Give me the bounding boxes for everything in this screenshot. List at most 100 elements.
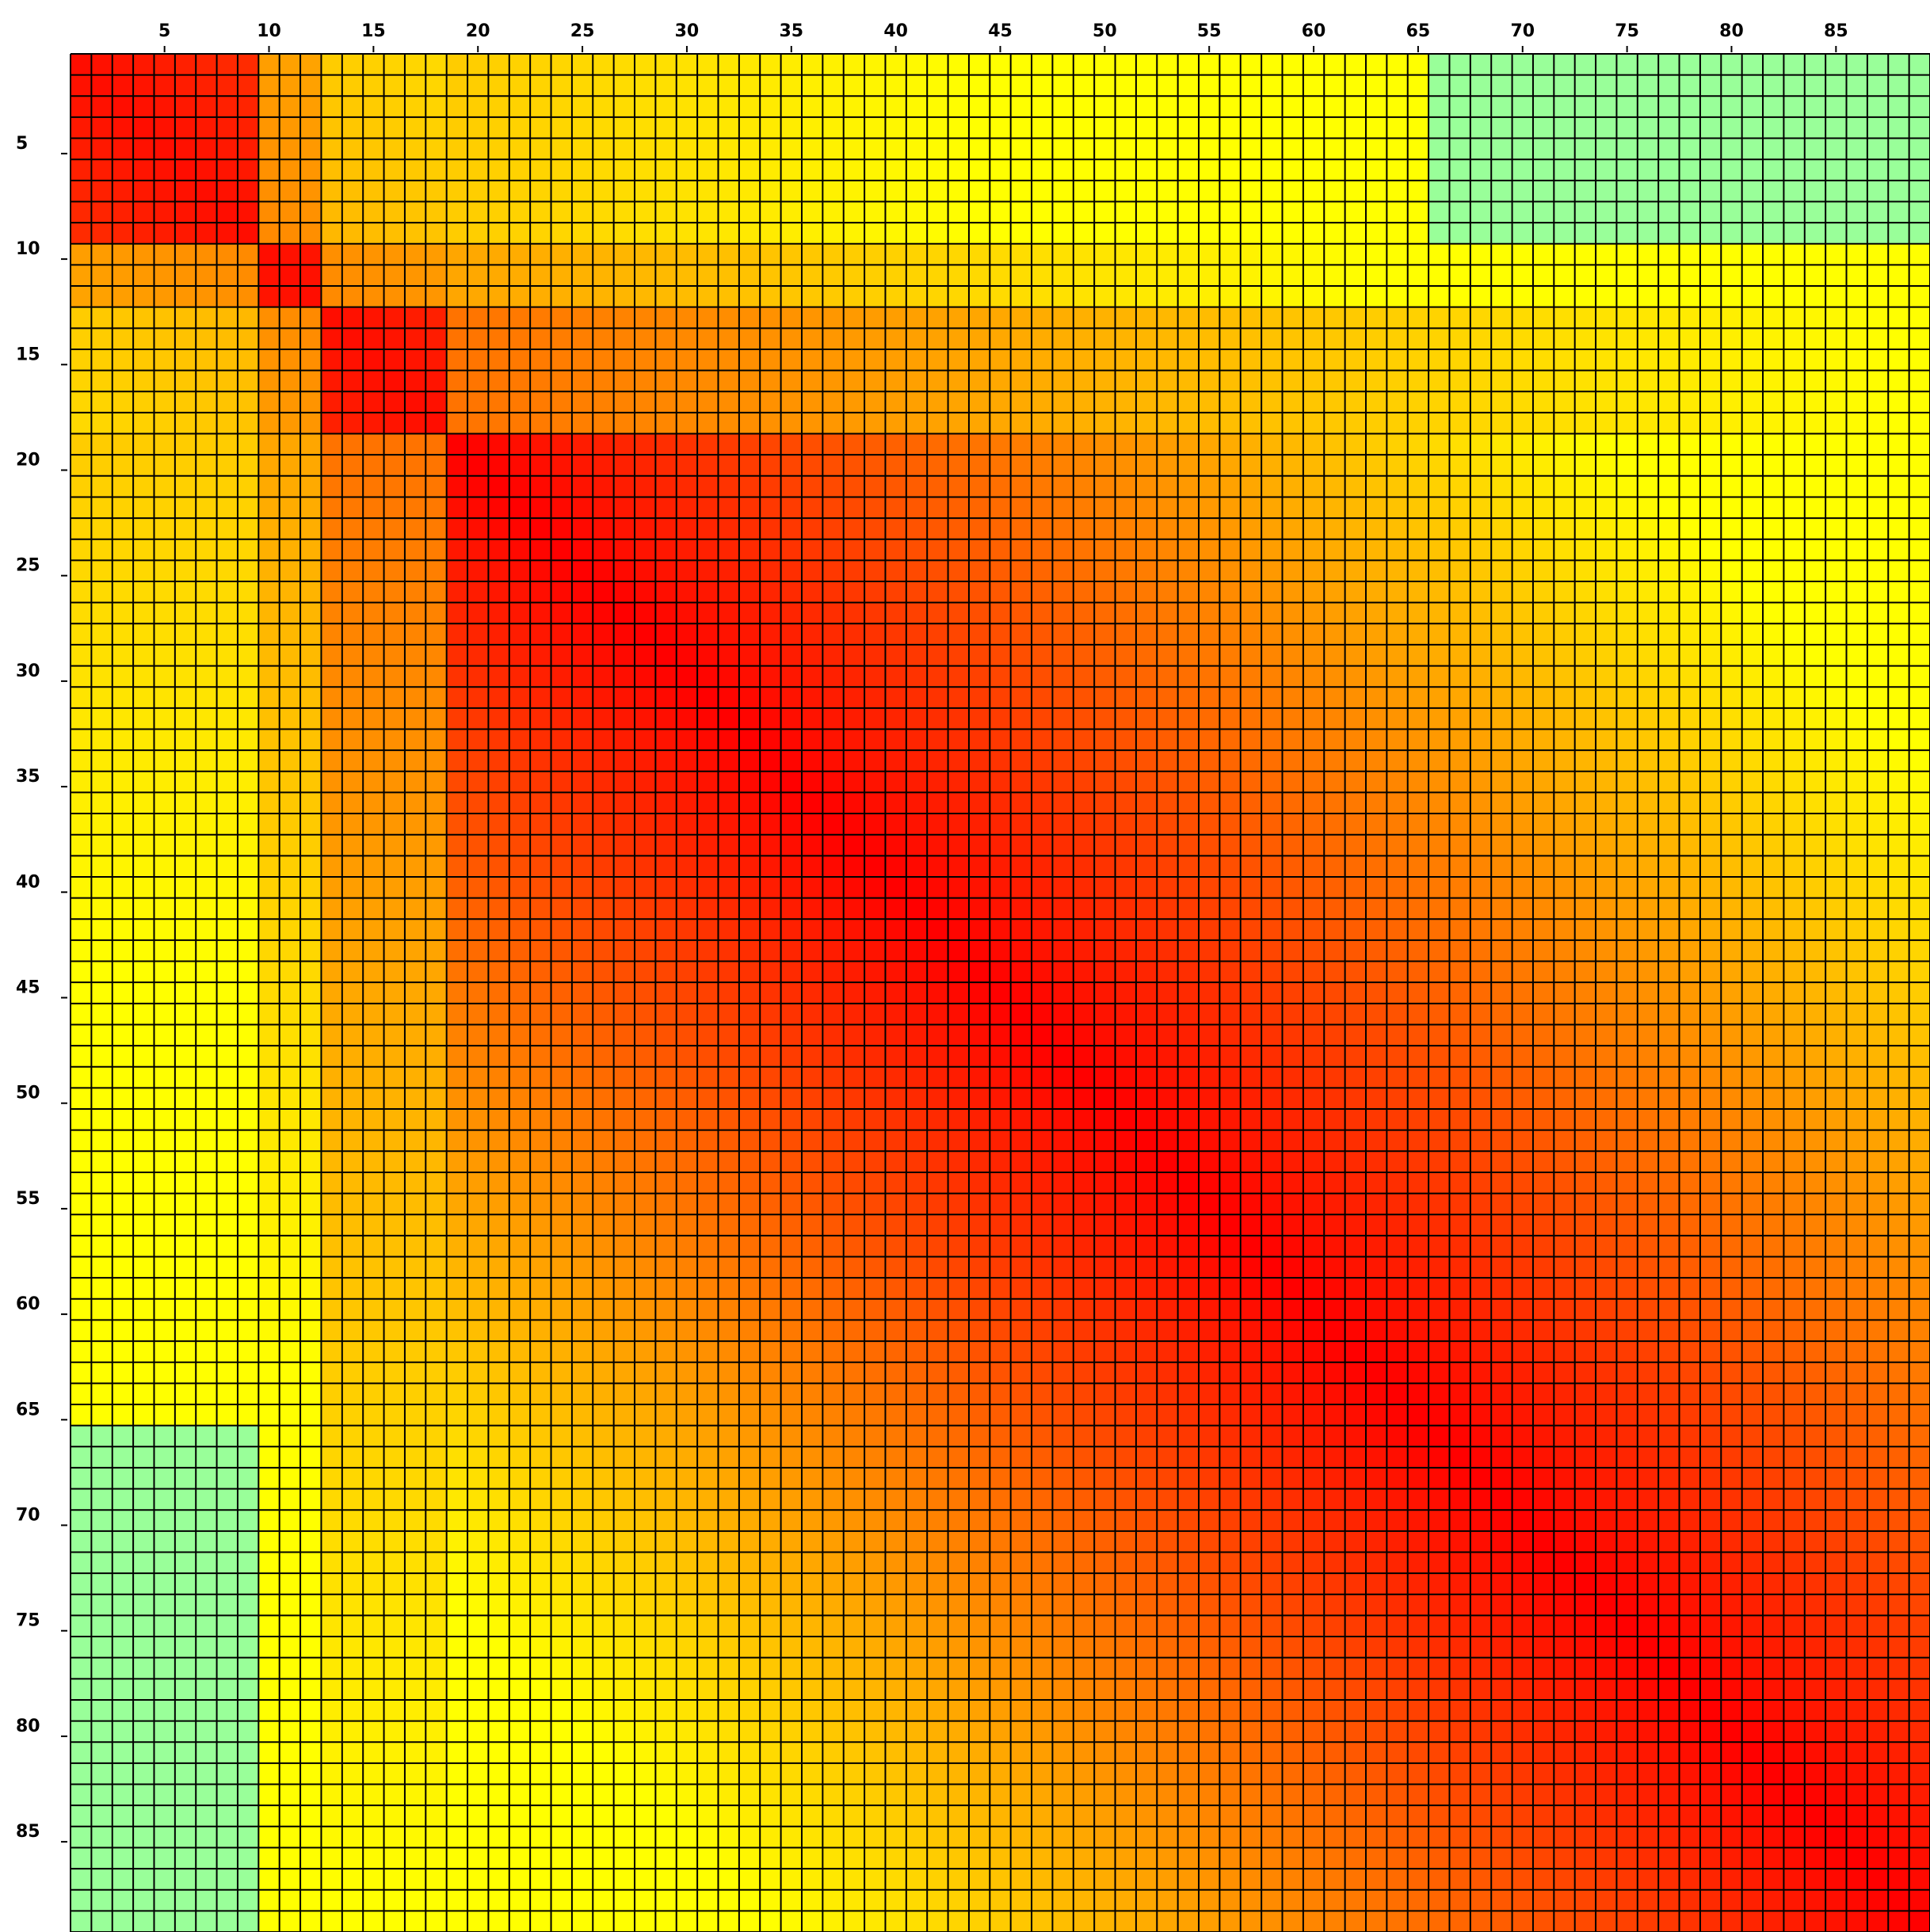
heatmap-cell — [1699, 307, 1722, 329]
heatmap-cell — [1407, 602, 1429, 624]
heatmap-cell — [300, 834, 322, 856]
heatmap-cell — [760, 475, 782, 497]
heatmap-cell — [948, 897, 970, 920]
heatmap-cell — [1135, 1151, 1158, 1173]
heatmap-cell — [864, 665, 886, 688]
heatmap-cell — [1470, 54, 1492, 76]
heatmap-cell — [112, 1046, 134, 1068]
heatmap-cell — [1240, 560, 1262, 582]
heatmap-cell — [1679, 391, 1701, 413]
heatmap-cell — [1867, 1193, 1889, 1215]
heatmap-cell — [1470, 897, 1492, 920]
heatmap-cell — [154, 475, 176, 497]
heatmap-cell — [1199, 1066, 1220, 1088]
heatmap-cell — [1574, 1130, 1596, 1152]
heatmap-cell — [237, 307, 259, 329]
heatmap-cell — [279, 433, 301, 455]
heatmap-cell — [1512, 771, 1534, 793]
heatmap-cell — [1199, 1172, 1220, 1195]
heatmap-cell — [467, 1172, 489, 1195]
heatmap-cell — [1177, 602, 1200, 624]
heatmap-cell — [1135, 581, 1158, 604]
heatmap-cell — [1094, 855, 1116, 878]
heatmap-cell — [1449, 180, 1471, 202]
heatmap-cell — [341, 1109, 364, 1131]
heatmap-cell — [822, 602, 845, 624]
heatmap-cell — [196, 665, 218, 688]
heatmap-cell — [1679, 475, 1701, 497]
heatmap-cell — [279, 116, 301, 139]
heatmap-cell — [1741, 74, 1764, 97]
heatmap-cell — [1721, 74, 1743, 97]
heatmap-cell — [1115, 243, 1137, 265]
heatmap-cell — [843, 116, 865, 139]
heatmap-cell — [551, 1003, 573, 1025]
heatmap-cell — [1449, 328, 1471, 350]
heatmap-cell — [822, 834, 845, 856]
heatmap-cell — [1763, 961, 1784, 983]
heatmap-cell — [968, 855, 990, 878]
heatmap-cell — [635, 581, 656, 604]
heatmap-cell — [571, 54, 593, 76]
heatmap-cell — [1324, 265, 1346, 287]
heatmap-cell — [1010, 707, 1032, 730]
heatmap-cell — [948, 602, 970, 624]
heatmap-cell — [864, 1024, 886, 1046]
heatmap-cell — [1324, 1046, 1346, 1068]
heatmap-cell — [948, 265, 970, 287]
heatmap-cell — [1637, 1214, 1659, 1237]
heatmap-cell — [1199, 1046, 1220, 1068]
heatmap-cell — [1721, 665, 1743, 688]
heatmap-cell — [1658, 834, 1680, 856]
heatmap-cell — [1073, 623, 1095, 646]
heatmap-cell — [1240, 159, 1262, 181]
heatmap-cell — [446, 307, 468, 329]
heatmap-cell — [530, 1024, 552, 1046]
heatmap-cell — [864, 581, 886, 604]
heatmap-cell — [968, 729, 990, 751]
heatmap-cell — [1658, 982, 1680, 1004]
heatmap-cell — [655, 116, 677, 139]
heatmap-cell — [635, 370, 656, 392]
heatmap-cell — [404, 54, 426, 76]
heatmap-cell — [1032, 1214, 1053, 1237]
heatmap-cell — [1909, 814, 1930, 836]
heatmap-cell — [383, 560, 406, 582]
heatmap-cell — [927, 707, 949, 730]
heatmap-cell — [196, 475, 218, 497]
heatmap-cell — [1010, 1109, 1032, 1131]
heatmap-cell — [1846, 455, 1868, 477]
heatmap-cell — [1345, 180, 1367, 202]
heatmap-cell — [258, 391, 280, 413]
heatmap-cell — [864, 243, 886, 265]
heatmap-cell — [425, 581, 448, 604]
heatmap-cell — [1032, 1003, 1053, 1025]
heatmap-cell — [1804, 581, 1826, 604]
heatmap-cell — [341, 1151, 364, 1173]
heatmap-cell — [1721, 391, 1743, 413]
heatmap-cell — [697, 96, 719, 118]
heatmap-cell — [1199, 412, 1220, 435]
heatmap-cell — [383, 792, 406, 814]
heatmap-cell — [1094, 74, 1116, 97]
heatmap-cell — [174, 54, 196, 76]
heatmap-cell — [1637, 982, 1659, 1004]
heatmap-cell — [71, 286, 92, 308]
heatmap-cell — [1721, 982, 1743, 1004]
heatmap-cell — [613, 961, 635, 983]
heatmap-cell — [341, 433, 364, 455]
heatmap-cell — [467, 497, 489, 519]
heatmap-cell — [1846, 1193, 1868, 1215]
heatmap-cell — [1616, 539, 1638, 561]
heatmap-cell — [697, 834, 719, 856]
heatmap-cell — [593, 412, 615, 435]
heatmap-cell — [697, 138, 719, 160]
heatmap-cell — [216, 707, 238, 730]
heatmap-cell — [112, 750, 134, 772]
heatmap-cell — [71, 876, 92, 899]
heatmap-cell — [133, 897, 154, 920]
heatmap-cell — [1679, 665, 1701, 688]
heatmap-cell — [1449, 201, 1471, 223]
heatmap-cell — [1365, 74, 1387, 97]
heatmap-cell — [1783, 1130, 1806, 1152]
